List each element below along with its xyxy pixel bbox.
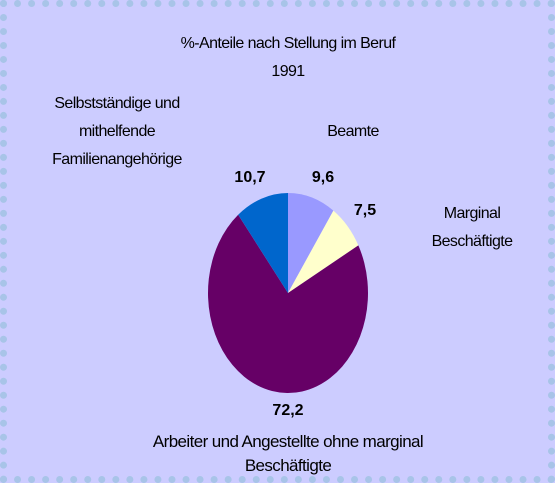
pie-slice bbox=[288, 193, 334, 293]
category-label: Beamte bbox=[327, 123, 379, 140]
value-label: 7,5 bbox=[353, 202, 377, 219]
category-label: Arbeiter und Angestellte ohne marginal B… bbox=[152, 432, 424, 475]
pie-slice bbox=[208, 214, 368, 393]
pie-slice bbox=[288, 210, 359, 293]
chart-subtitle: 1991 bbox=[271, 63, 305, 80]
value-label: 10,7 bbox=[234, 169, 266, 186]
category-label: Marginal Beschäftigte bbox=[431, 205, 513, 250]
value-label: 72,2 bbox=[272, 402, 304, 419]
value-label: 9,6 bbox=[311, 169, 335, 186]
chart-title: %-Anteile nach Stellung im Beruf bbox=[180, 35, 396, 52]
category-label: Selbstständige und mithelfende Familiena… bbox=[52, 95, 182, 168]
pie-slice bbox=[238, 193, 288, 293]
